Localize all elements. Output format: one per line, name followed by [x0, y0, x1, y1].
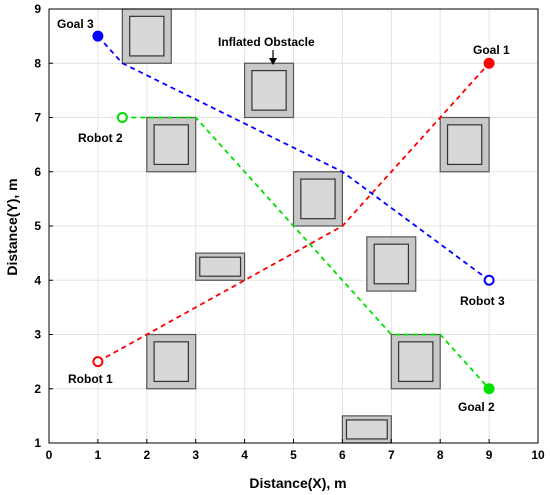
inflated-obstacle-label: Inflated Obstacle — [218, 35, 315, 49]
obstacle — [121, 8, 172, 64]
x-tick-label: 6 — [339, 448, 346, 462]
y-tick-label: 4 — [34, 273, 41, 287]
obstacle-core-box — [129, 15, 165, 57]
obstacles — [121, 8, 490, 444]
y-tick-label: 9 — [34, 2, 41, 16]
obstacle — [195, 252, 246, 281]
robot-3-path — [97, 35, 490, 281]
x-tick-label: 9 — [486, 448, 493, 462]
goal-3-label: Goal 3 — [57, 17, 94, 31]
robot-2-label: Robot 2 — [78, 131, 123, 145]
goal-1-label: Goal 1 — [473, 43, 510, 57]
obstacle-core-box — [199, 256, 242, 277]
obstacle-core-box — [398, 341, 434, 383]
obstacle-core-box — [446, 124, 483, 166]
y-tick-label: 7 — [34, 111, 41, 125]
x-tick-label: 3 — [192, 448, 199, 462]
obstacle — [366, 236, 417, 292]
y-tick-label: 3 — [34, 328, 41, 342]
y-tick-label: 2 — [34, 382, 41, 396]
goal-1-marker — [483, 57, 495, 69]
markers — [92, 30, 495, 395]
obstacle — [146, 116, 197, 173]
robot-1-start-marker — [92, 356, 104, 368]
obstacle — [292, 171, 344, 227]
obstacle-core-box — [251, 69, 287, 111]
robot-3-start-marker — [483, 274, 495, 286]
y-tick-label: 8 — [34, 56, 41, 70]
obstacle — [439, 116, 490, 173]
robot-1-label: Robot 1 — [68, 372, 113, 386]
y-tick-label: 6 — [34, 165, 41, 179]
x-tick-label: 10 — [531, 448, 545, 462]
robot-paths — [97, 35, 490, 390]
x-tick-label: 0 — [46, 448, 53, 462]
x-axis-label: Distance(X), m — [249, 475, 346, 491]
goal-2-label: Goal 2 — [458, 400, 495, 414]
robot-2-path — [122, 116, 490, 390]
x-tick-label: 1 — [95, 448, 102, 462]
obstacle — [390, 333, 441, 390]
obstacle-core-box — [153, 341, 189, 383]
x-tick-label: 5 — [290, 448, 297, 462]
x-tick-label: 7 — [388, 448, 395, 462]
obstacle — [341, 415, 392, 444]
obstacle-core-box — [300, 178, 336, 220]
obstacle-core-box — [345, 419, 388, 440]
x-tick-label: 8 — [437, 448, 444, 462]
x-tick-label: 4 — [241, 448, 248, 462]
robot-1-path — [97, 62, 490, 363]
goal-2-marker — [483, 383, 495, 395]
obstacle — [244, 62, 295, 119]
goal-3-marker — [92, 30, 104, 42]
inflated-obstacle-arrow — [269, 50, 277, 65]
y-axis-label: Distance(Y), m — [4, 178, 20, 275]
x-tick-label: 2 — [143, 448, 150, 462]
obstacle-core-box — [153, 124, 189, 166]
robot-3-label: Robot 3 — [460, 294, 505, 308]
obstacle — [146, 333, 197, 390]
robot-2-start-marker — [116, 112, 128, 123]
y-tick-label: 1 — [34, 436, 41, 450]
y-tick-label: 5 — [34, 219, 41, 233]
obstacle-core-box — [373, 243, 410, 285]
